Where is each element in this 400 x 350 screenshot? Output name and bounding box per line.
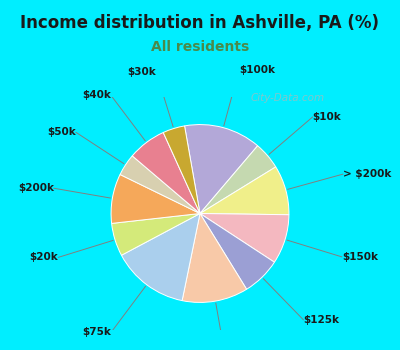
Text: $40k: $40k	[82, 90, 111, 100]
Text: Income distribution in Ashville, PA (%): Income distribution in Ashville, PA (%)	[20, 14, 380, 32]
Wedge shape	[200, 167, 289, 215]
Wedge shape	[182, 214, 247, 302]
Wedge shape	[200, 146, 276, 214]
Wedge shape	[122, 214, 200, 301]
Text: $200k: $200k	[18, 183, 54, 193]
Wedge shape	[120, 156, 200, 214]
Text: $50k: $50k	[47, 127, 76, 137]
Text: $30k: $30k	[128, 67, 156, 77]
Wedge shape	[112, 214, 200, 255]
Text: $75k: $75k	[82, 327, 111, 337]
Text: City-Data.com: City-Data.com	[251, 93, 325, 103]
Text: $10k: $10k	[312, 112, 341, 122]
Text: $150k: $150k	[342, 252, 378, 262]
Text: $100k: $100k	[239, 65, 275, 76]
Wedge shape	[200, 214, 289, 262]
Text: > $200k: > $200k	[343, 169, 391, 179]
Wedge shape	[163, 126, 200, 214]
Text: $20k: $20k	[30, 252, 58, 262]
Wedge shape	[111, 175, 200, 223]
Wedge shape	[184, 125, 258, 214]
Wedge shape	[132, 133, 200, 214]
Wedge shape	[200, 214, 274, 289]
Text: All residents: All residents	[151, 40, 249, 54]
Text: $125k: $125k	[303, 315, 339, 325]
